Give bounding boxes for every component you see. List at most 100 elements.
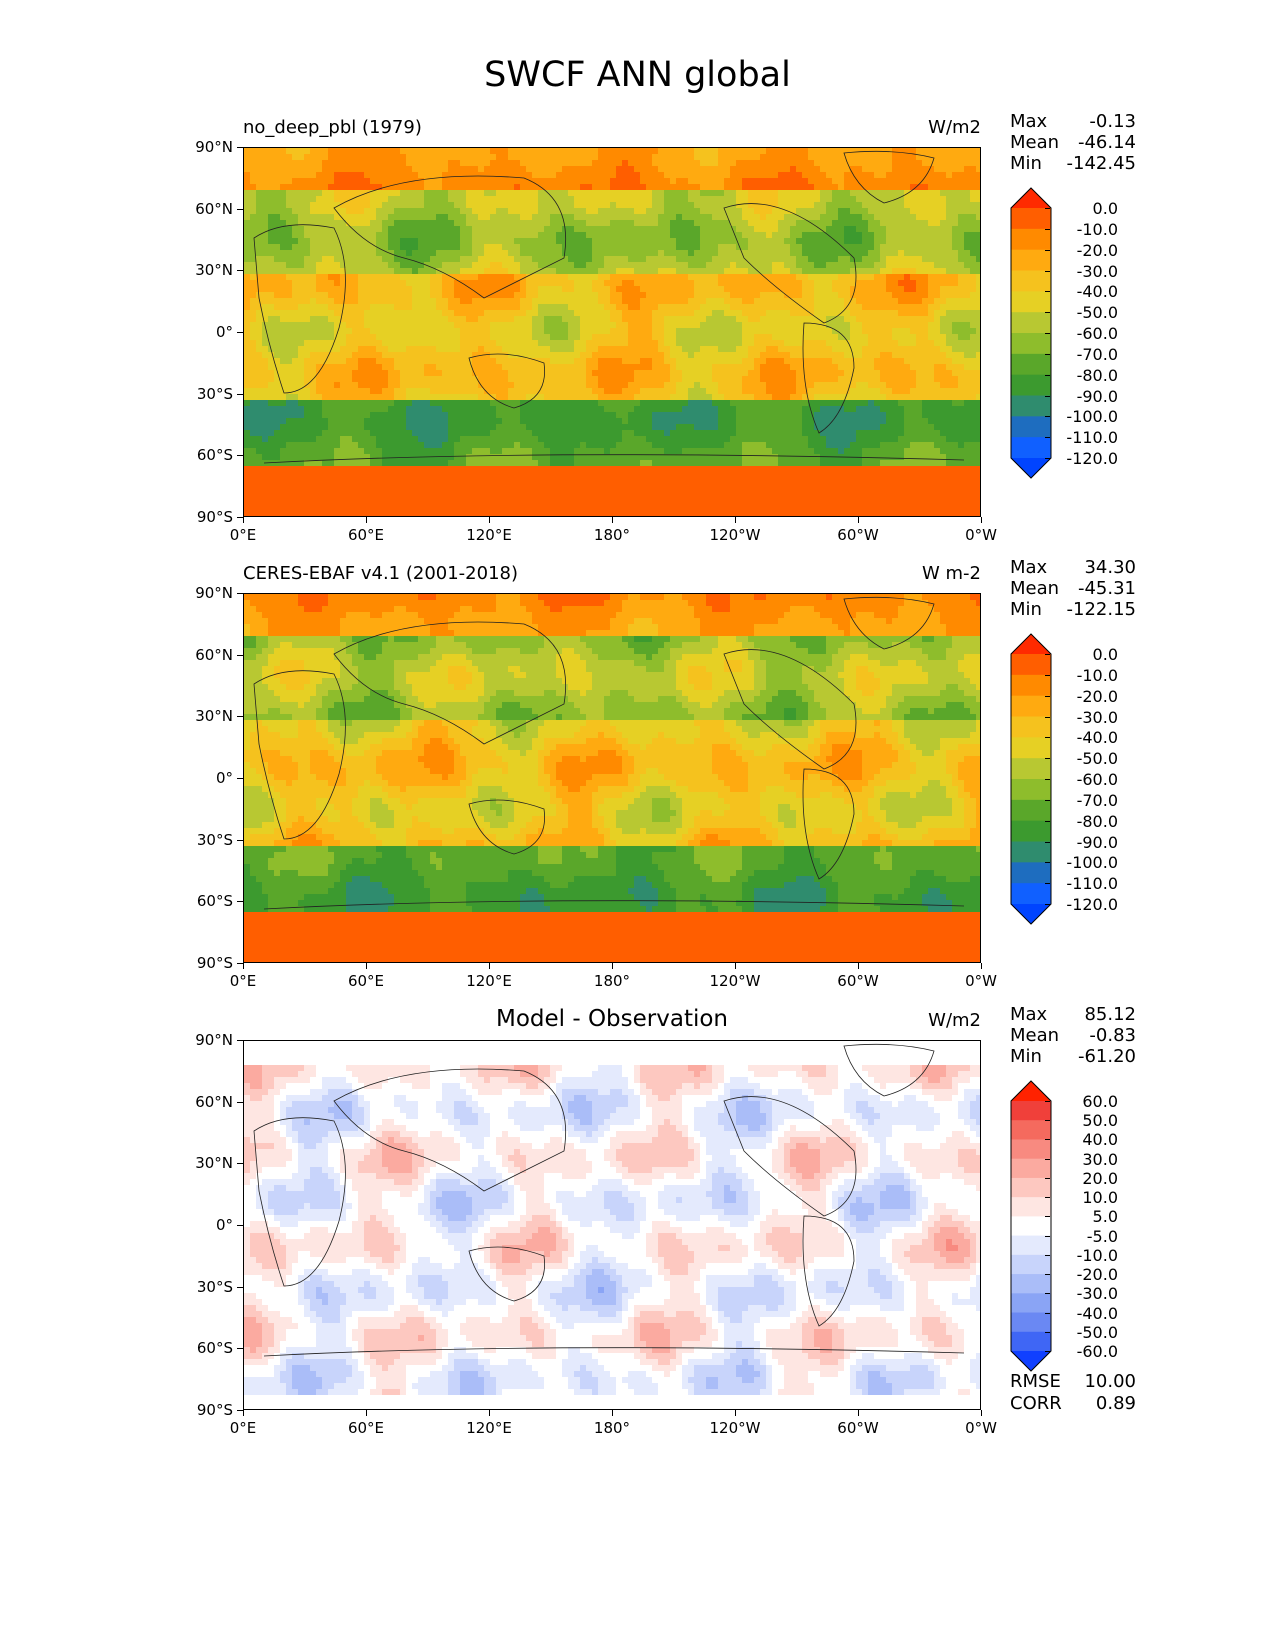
y-tick-label: 30°S: [163, 831, 233, 849]
stats-row: Mean -0.83: [1010, 1025, 1136, 1046]
colorbar-segment: [1011, 395, 1051, 417]
colorbar-extend-bottom: [1011, 1351, 1051, 1371]
y-tick-label: 0°: [163, 1216, 233, 1234]
y-tick-label: 90°S: [163, 954, 233, 972]
stats-label: Min: [1010, 1046, 1042, 1067]
x-tick-label: 120°E: [449, 526, 529, 544]
stats-value: -0.13: [1089, 111, 1136, 132]
metric-value: 10.00: [1084, 1371, 1136, 1393]
colorbar-tick: [1045, 291, 1050, 293]
stats-value: -142.45: [1067, 153, 1136, 174]
y-tick-label: 30°S: [163, 385, 233, 403]
map-field: [244, 148, 980, 516]
colorbar-tick: [1045, 1312, 1050, 1314]
stats-label: Mean: [1010, 578, 1059, 599]
colorbar-tick: [1045, 1351, 1050, 1352]
colorbar-segment: [1011, 758, 1051, 780]
colorbar-segment: [1011, 1139, 1051, 1160]
colorbar-segment: [1011, 1101, 1051, 1121]
stats-row: Mean -45.31: [1010, 578, 1136, 599]
stats-block: Max 34.30 Mean -45.31 Min -122.15: [1010, 557, 1136, 620]
colorbar-level-label: -30.0: [1054, 708, 1118, 727]
stats-row: Mean -46.14: [1010, 132, 1136, 153]
colorbar-level-label: -20.0: [1054, 241, 1118, 260]
colorbar-level-label: -110.0: [1054, 428, 1118, 447]
y-tick-label: 30°N: [163, 261, 233, 279]
colorbar-tick: [1045, 799, 1050, 801]
stats-label: Max: [1010, 557, 1047, 578]
x-tick-label: 120°E: [449, 972, 529, 990]
y-tick-mark: [237, 654, 243, 656]
colorbar-level-label: -60.0: [1054, 770, 1118, 789]
x-tick-mark: [489, 517, 490, 523]
colorbar-level-label: -10.0: [1054, 666, 1118, 685]
y-tick-mark: [237, 332, 243, 333]
colorbar-level-label: -120.0: [1054, 895, 1118, 914]
colorbar-level-label: -40.0: [1054, 728, 1118, 747]
colorbar-level-label: 30.0: [1054, 1150, 1118, 1169]
colorbar-segment: [1011, 437, 1051, 459]
colorbar-segment: [1011, 841, 1051, 863]
x-tick-mark: [735, 963, 736, 969]
x-tick-mark: [858, 963, 859, 969]
colorbar-tick: [1045, 416, 1050, 418]
x-tick-mark: [366, 963, 367, 969]
colorbar-segment: [1011, 1120, 1051, 1140]
colorbar-level-label: 50.0: [1054, 1111, 1118, 1130]
x-tick-mark: [981, 1410, 982, 1416]
colorbar-tick: [1045, 1274, 1050, 1276]
colorbar-level-label: -30.0: [1054, 1284, 1118, 1303]
x-tick-label: 120°W: [695, 1419, 775, 1437]
y-tick-mark: [237, 716, 243, 718]
colorbar-level-label: -20.0: [1054, 1265, 1118, 1284]
x-tick-mark: [366, 1410, 367, 1416]
y-tick-mark: [237, 208, 243, 210]
colorbar-tick: [1045, 437, 1050, 439]
x-tick-label: 60°W: [818, 526, 898, 544]
x-tick-mark: [858, 517, 859, 523]
figure-title: SWCF ANN global: [0, 55, 1275, 95]
y-tick-mark: [237, 839, 243, 841]
colorbar-tick: [1045, 249, 1050, 251]
colorbar-level-label: -40.0: [1054, 282, 1118, 301]
colorbar-extend-top: [1011, 188, 1051, 208]
colorbar-tick: [1045, 674, 1050, 676]
y-tick-label: 60°S: [163, 1339, 233, 1357]
colorbar-tick: [1045, 904, 1050, 905]
colorbar-tick: [1045, 1235, 1050, 1237]
colorbar-tick: [1045, 716, 1050, 718]
colorbar-tick: [1045, 1101, 1050, 1102]
colorbar-tick: [1045, 312, 1050, 314]
map-plot: [243, 147, 981, 517]
stats-row: Max 34.30: [1010, 557, 1136, 578]
y-tick-label: 30°S: [163, 1278, 233, 1296]
panel-title: Model - Observation: [243, 1006, 981, 1032]
metric-row: RMSE 10.00: [1010, 1371, 1136, 1393]
x-tick-mark: [489, 963, 490, 969]
x-tick-mark: [366, 517, 367, 523]
stats-label: Mean: [1010, 132, 1059, 153]
colorbar-level-label: -10.0: [1054, 1246, 1118, 1265]
x-tick-label: 180°: [572, 1419, 652, 1437]
x-tick-mark: [612, 517, 613, 523]
y-tick-mark: [237, 1348, 243, 1350]
y-tick-label: 60°N: [163, 646, 233, 664]
colorbar-segment: [1011, 862, 1051, 884]
colorbar-level-label: -60.0: [1054, 1342, 1118, 1361]
colorbar-tick: [1045, 458, 1050, 459]
stats-value: 34.30: [1084, 557, 1136, 578]
colorbar-level-label: -80.0: [1054, 366, 1118, 385]
colorbar-extend-top: [1011, 634, 1051, 654]
colorbar-segment: [1011, 779, 1051, 801]
stats-block: Max -0.13 Mean -46.14 Min -142.45: [1010, 111, 1136, 174]
x-tick-label: 120°W: [695, 972, 775, 990]
colorbar-segment: [1011, 820, 1051, 842]
colorbar-tick: [1045, 1293, 1050, 1295]
colorbar-tick: [1045, 862, 1050, 864]
colorbar-segment: [1011, 654, 1051, 676]
x-tick-mark: [243, 517, 244, 523]
units-label: W/m2: [861, 117, 981, 138]
y-tick-mark: [237, 1286, 243, 1288]
colorbar-level-label: -70.0: [1054, 791, 1118, 810]
y-tick-label: 0°: [163, 769, 233, 787]
